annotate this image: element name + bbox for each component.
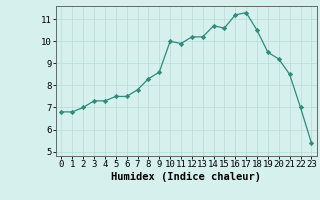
- X-axis label: Humidex (Indice chaleur): Humidex (Indice chaleur): [111, 172, 261, 182]
